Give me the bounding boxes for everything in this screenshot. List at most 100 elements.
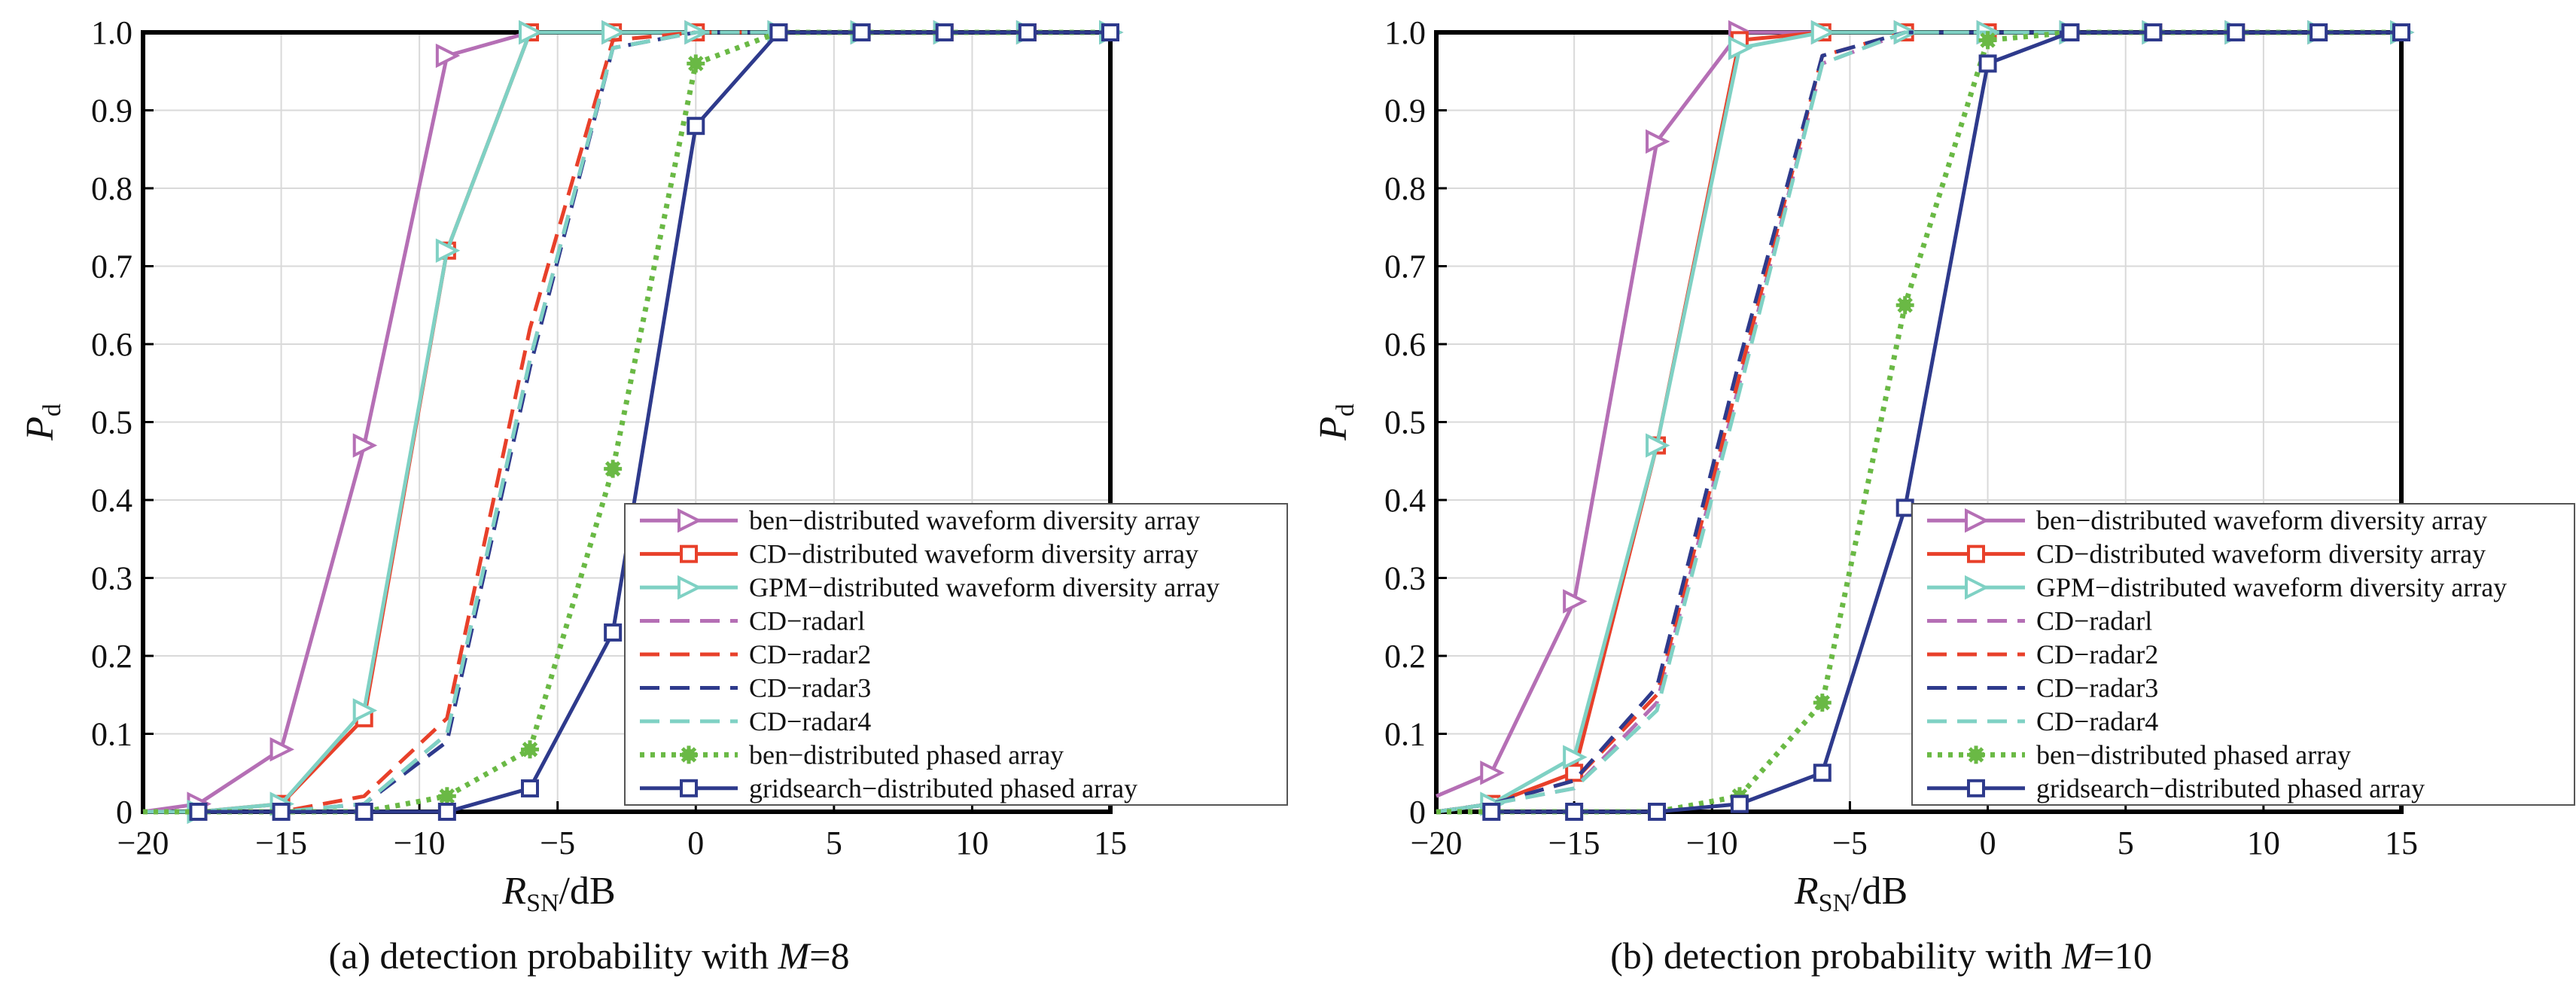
- marker-core: [1899, 299, 1911, 312]
- legend-item: CD−radar3: [640, 672, 871, 703]
- legend-label: ben−distributed waveform diversity array: [2036, 505, 2487, 535]
- x-tick-label: −15: [255, 825, 307, 861]
- y-tick-label: 0: [1409, 794, 1426, 831]
- legend-marker: [1967, 779, 1985, 797]
- y-tick-label: 0.5: [91, 404, 132, 441]
- data-point-marker: [435, 238, 461, 264]
- y-tick-label: 0.1: [1384, 716, 1426, 753]
- data-point-marker: [687, 117, 705, 136]
- data-point-marker: [1482, 803, 1501, 821]
- data-point-marker: [352, 433, 378, 458]
- legend-label: gridsearch−distributed phased array: [2036, 773, 2425, 803]
- marker-core: [1981, 34, 1994, 47]
- y-axis-label-main: P: [1312, 416, 1355, 441]
- data-point-marker: [1978, 31, 1997, 50]
- series-8: [189, 23, 1119, 821]
- data-point-marker: [2310, 23, 2328, 41]
- x-tick-label: 10: [2247, 825, 2280, 861]
- legend-label: gridsearch−distributed phased array: [749, 773, 1137, 803]
- data-point-marker: [604, 623, 623, 642]
- x-axis-label-main: R: [501, 870, 526, 913]
- legend-label: CD−radar3: [2036, 672, 2158, 703]
- y-axis-label-sub: d: [38, 404, 66, 416]
- data-point-marker: [1646, 129, 1670, 154]
- legend-item: gridsearch−distributed phased array: [640, 773, 1137, 803]
- legend-item: CD−radarl: [640, 606, 865, 636]
- y-tick-label: 0.8: [1384, 170, 1426, 207]
- data-point-marker: [355, 803, 373, 821]
- panel-caption: (a) detection probability with M=8: [329, 934, 850, 977]
- x-tick-label: −20: [1411, 825, 1463, 861]
- x-tick-label: −5: [1832, 825, 1868, 861]
- legend-label: ben−distributed phased array: [2036, 739, 2351, 770]
- legend-item: gridsearch−distributed phased array: [1927, 773, 2425, 803]
- legend-label: GPM−distributed waveform diversity array: [2036, 572, 2507, 602]
- legend-marker: [1967, 745, 1985, 764]
- caption-variable: M: [778, 934, 811, 977]
- x-axis-label-sub: SN: [526, 889, 559, 917]
- x-axis-label-unit: /dB: [559, 870, 616, 913]
- legend-item: CD−distributed waveform diversity array: [640, 539, 1198, 569]
- y-tick-label: 0.2: [91, 638, 132, 675]
- legend-label: ben−distributed phased array: [749, 739, 1064, 770]
- legend-label: CD−radarl: [749, 606, 865, 636]
- caption-variable: M: [2061, 934, 2095, 977]
- data-point-marker: [437, 803, 456, 821]
- legend-marker: [1967, 544, 1985, 563]
- y-tick-label: 0.3: [91, 560, 132, 597]
- data-point-marker: [437, 787, 456, 806]
- legend-item: CD−radar2: [640, 639, 871, 669]
- y-tick-label: 0.7: [1384, 248, 1426, 285]
- x-tick-label: −20: [117, 825, 169, 861]
- data-point-marker: [2392, 23, 2410, 41]
- data-point-marker: [435, 43, 461, 69]
- data-point-marker: [1978, 54, 1997, 73]
- x-axis-label-sub: SN: [1819, 889, 1851, 917]
- marker-core: [440, 790, 453, 803]
- y-tick-label: 0.4: [91, 482, 132, 519]
- marker-core: [690, 57, 702, 70]
- y-axis-label: Pd: [1312, 404, 1360, 441]
- series-line: [198, 30, 1110, 814]
- data-point-marker: [1813, 694, 1832, 712]
- legend-item: CD−radar2: [1927, 639, 2158, 669]
- data-point-marker: [2061, 23, 2080, 41]
- legend-item: GPM−distributed waveform diversity array: [1927, 572, 2507, 602]
- data-point-marker: [352, 698, 378, 723]
- x-tick-label: −15: [1548, 825, 1600, 861]
- panel-b: −20 −15 −10 −5 0 5 10 15 0 0.1 0.2 0.3 0.4 0.5 0.6 0.7 0…: [1312, 14, 2575, 977]
- legend-marker: [680, 544, 698, 563]
- data-point-marker: [521, 779, 539, 797]
- x-axis-label: RSN/dB: [501, 870, 615, 917]
- legend-label: CD−radarl: [2036, 606, 2152, 636]
- legend-marker: [680, 779, 698, 797]
- y-tick-label: 0.7: [91, 248, 132, 285]
- legend-item: ben−distributed phased array: [640, 739, 1064, 770]
- x-tick-label: 10: [955, 825, 988, 861]
- legend-label: CD−radar2: [2036, 639, 2158, 669]
- legend-label: GPM−distributed waveform diversity array: [749, 572, 1219, 602]
- y-axis-label: Pd: [19, 404, 66, 441]
- data-point-marker: [269, 736, 295, 762]
- legend-label: CD−radar3: [749, 672, 871, 703]
- data-point-marker: [1565, 803, 1584, 821]
- caption-prefix: (b) detection probability with: [1610, 934, 2062, 977]
- legend-item: ben−distributed waveform diversity array: [1927, 505, 2487, 535]
- legend-marker: [680, 745, 698, 764]
- data-point-marker: [1018, 23, 1037, 41]
- x-tick-label: 15: [1094, 825, 1127, 861]
- data-point-marker: [1730, 794, 1749, 813]
- data-point-marker: [189, 803, 208, 821]
- marker-core: [1970, 749, 1982, 761]
- y-tick-label: 0.2: [1384, 638, 1426, 675]
- data-point-marker: [1646, 433, 1670, 458]
- legend-item: CD−radarl: [1927, 606, 2152, 636]
- legend-label: CD−distributed waveform diversity array: [749, 539, 1198, 569]
- data-point-marker: [272, 803, 291, 821]
- data-point-marker: [687, 54, 705, 73]
- y-tick-label: 0.6: [1384, 326, 1426, 363]
- panel-a: −20 −15 −10 −5 0 5 10 15 0 0.1 0.2 0.3 0.4 0.5 0.6 0.7 0…: [19, 14, 1288, 977]
- y-tick-label: 0: [116, 794, 132, 831]
- legend-label: ben−distributed waveform diversity array: [749, 505, 1200, 535]
- y-tick-label: 0.5: [1384, 404, 1426, 441]
